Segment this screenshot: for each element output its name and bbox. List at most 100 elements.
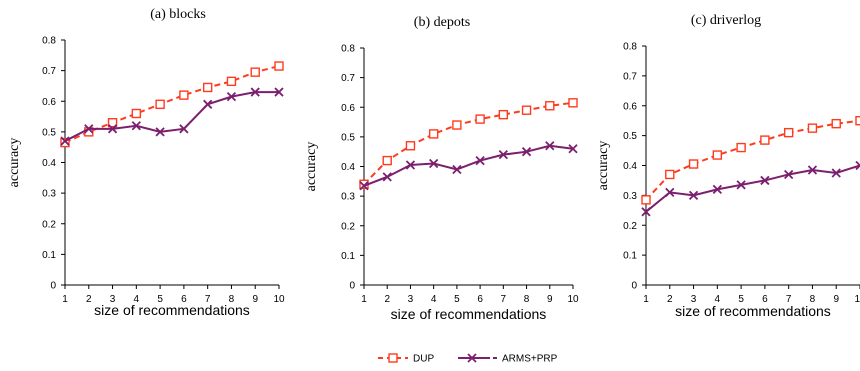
marker-stroke: [784, 169, 794, 180]
x-tick-label: 7: [205, 294, 211, 305]
x-tick-label: 1: [62, 294, 68, 305]
data-point-dup: [760, 135, 770, 145]
chart-panel-2: (b) depots accuracy 0 0.1 0.2 0.3 0.4 0.5 0.6 0.7…: [304, 15, 579, 322]
data-point-dup: [712, 150, 723, 160]
x-tick-label: 2: [667, 294, 673, 305]
data-point-arms-prp: [712, 184, 722, 195]
marker-stroke: [831, 168, 841, 178]
data-point-arms-prp: [760, 175, 770, 186]
x-tick-label: 1: [361, 294, 367, 305]
x-tick-label: 9: [833, 294, 839, 305]
marker-stroke: [467, 353, 477, 363]
x-axis-label: size of recommendations: [391, 306, 547, 322]
data-point-arms-prp: [855, 160, 860, 171]
x-tick-label: 4: [431, 294, 437, 305]
y-tick-label: 0.6: [42, 97, 56, 108]
y-tick-label: 0.5: [341, 132, 355, 143]
marker-stroke: [274, 87, 284, 97]
series-line-dup: [645, 119, 860, 201]
marker-stroke: [107, 124, 118, 134]
marker-stroke: [452, 164, 462, 175]
y-tick-label: 0.1: [42, 250, 56, 261]
y-tick-label: 0.2: [42, 219, 56, 230]
data-point-arms-prp: [155, 127, 165, 137]
data-point-dup: [405, 141, 416, 151]
y-tick-label: 0.3: [623, 191, 637, 202]
data-point-arms-prp: [568, 144, 578, 154]
data-point-dup: [665, 169, 675, 180]
x-tick-label: 8: [524, 294, 530, 305]
data-point-arms-prp: [179, 124, 189, 134]
x-tick-label: 5: [738, 294, 744, 305]
y-tick-label: 0.6: [623, 101, 637, 112]
marker-stroke: [475, 155, 485, 166]
marker-stroke: [688, 190, 699, 201]
data-point-dup: [274, 61, 284, 71]
marker-stroke: [203, 99, 213, 109]
data-point-arms-prp: [665, 187, 675, 198]
series-line-arms-prp: [645, 164, 860, 213]
x-tick-label: 7: [501, 294, 507, 305]
x-tick-label: 1: [643, 294, 649, 305]
data-point-arms-prp: [60, 136, 70, 146]
y-axis-label: accuracy: [7, 138, 22, 188]
marker-stroke: [641, 207, 651, 217]
data-point-dup: [521, 105, 532, 115]
marker-stroke: [60, 136, 70, 146]
y-tick-label: 0.8: [42, 36, 56, 47]
marker-stroke: [155, 127, 165, 137]
chart-panel-3: (c) driverlog accuracy 0 0.1 0.2 0.3 0.4 0.5 0.6…: [596, 13, 860, 319]
x-tick-label: 4: [134, 294, 140, 305]
data-point-arms-prp: [274, 87, 284, 97]
data-point-arms-prp: [831, 168, 841, 178]
marker-stroke: [382, 172, 392, 182]
data-point-dup: [382, 155, 392, 166]
data-point-dup: [250, 67, 260, 77]
x-tick-label: 4: [715, 294, 721, 305]
y-tick-label: 0.4: [341, 162, 355, 173]
marker-stroke: [807, 165, 818, 175]
y-tick-label: 0.2: [341, 221, 355, 232]
data-point-arms-prp: [250, 87, 260, 97]
data-point-dup: [568, 98, 578, 108]
data-point-dup: [475, 114, 485, 124]
marker-stroke: [712, 184, 722, 195]
data-point-arms-prp: [475, 155, 485, 166]
marker-stroke: [545, 141, 555, 151]
x-tick-label: 6: [477, 294, 483, 305]
data-point-dup: [641, 195, 651, 205]
y-tick-label: 0.1: [341, 251, 355, 262]
x-tick-label: 6: [762, 294, 768, 305]
data-point-arms-prp: [405, 160, 416, 170]
data-point-arms-prp: [359, 181, 369, 191]
legend-item-arms-prp: ARMS+PRP: [458, 353, 558, 365]
x-tick-label: 10: [854, 294, 860, 305]
data-point-dup: [688, 159, 699, 169]
x-tick-label: 5: [157, 294, 163, 305]
y-tick-label: 0: [349, 281, 355, 292]
data-point-dup: [498, 109, 509, 120]
marker-stroke: [84, 124, 94, 134]
data-point-arms-prp: [641, 207, 651, 217]
x-tick-label: 5: [454, 294, 460, 305]
x-tick-label: 9: [547, 294, 553, 305]
marker-stroke: [855, 164, 860, 171]
y-tick-label: 0: [631, 281, 637, 292]
data-point-arms-prp: [107, 124, 118, 134]
marker-stroke: [131, 121, 141, 131]
marker-stroke: [760, 175, 770, 186]
x-tick-label: 2: [86, 294, 92, 305]
y-tick-label: 0.3: [42, 189, 56, 200]
x-tick-label: 2: [384, 294, 390, 305]
marker-stroke: [250, 87, 260, 97]
chart-panel-1: (a) blocks accuracy 0 0.1 0.2 0.3 0.4 0.5 0.6 0.7…: [7, 7, 285, 318]
data-point-dup: [226, 76, 237, 87]
marker-stroke: [665, 187, 675, 198]
data-point-arms-prp: [131, 121, 141, 131]
y-tick-label: 0.7: [42, 66, 56, 77]
y-tick-label: 0.8: [623, 42, 637, 53]
data-point-dup: [155, 99, 165, 110]
marker-stroke: [521, 147, 532, 157]
marker-stroke: [179, 124, 189, 134]
